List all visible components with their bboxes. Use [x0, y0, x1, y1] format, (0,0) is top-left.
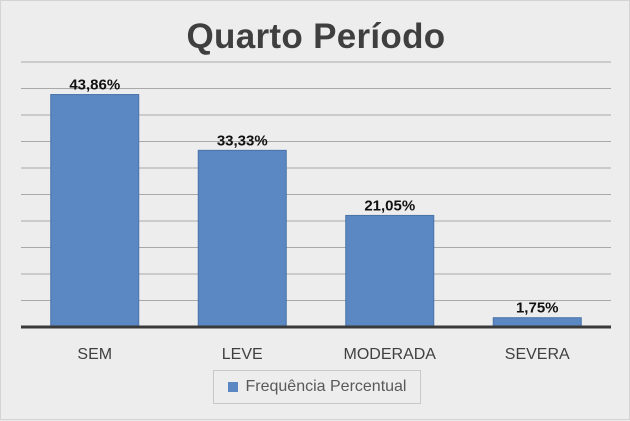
x-tick-label: SEVERA: [505, 346, 570, 363]
data-label: 1,75%: [516, 300, 559, 317]
legend-swatch: [227, 382, 238, 392]
value-labels: 43,86% 33,33% 21,05% 1,75%: [69, 77, 558, 317]
legend: Frequência Percentual: [213, 370, 421, 404]
bars: [50, 94, 582, 328]
legend-label: Frequência Percentual: [245, 378, 407, 395]
data-label: 33,33%: [217, 132, 268, 149]
bar-sem: [50, 94, 140, 328]
data-label: 21,05%: [364, 197, 415, 214]
bar-moderada: [345, 214, 435, 328]
bar-leve: [197, 149, 287, 328]
chart-title: Quarto Período: [186, 17, 446, 56]
x-tick-labels: SEM LEVE MODERADA SEVERA: [77, 346, 570, 363]
x-tick-label: LEVE: [222, 346, 263, 363]
x-tick-label: SEM: [77, 346, 112, 363]
x-tick-label: MODERADA: [344, 346, 437, 363]
data-label: 43,86%: [69, 77, 120, 94]
